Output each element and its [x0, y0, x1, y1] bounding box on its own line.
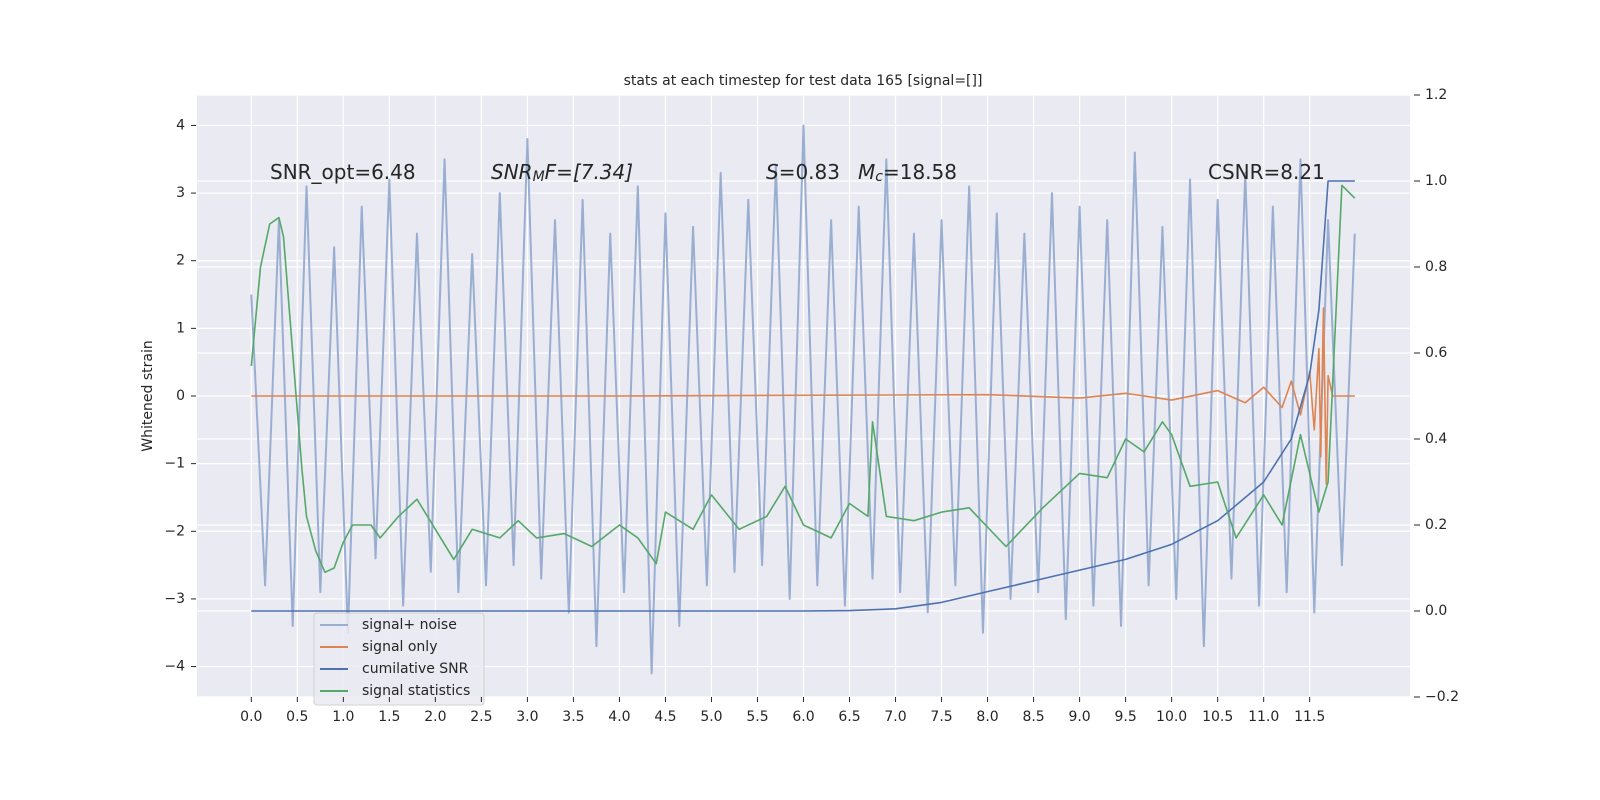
legend: signal+ noise signal only cumilative SNR si… — [313, 612, 485, 706]
legend-label: signal+ noise — [362, 617, 457, 633]
y-tick-label: 2 — [176, 253, 185, 269]
x-tick-label: 8.0 — [976, 709, 998, 725]
annotation: SNRMF=[7.34] — [491, 160, 633, 186]
y-tick-label: 1 — [176, 320, 185, 336]
x-tick-label: 0.5 — [286, 709, 308, 725]
y-tick-label: 0 — [176, 388, 185, 404]
x-tick-label: 1.0 — [332, 709, 354, 725]
x-tick-label: 7.5 — [930, 709, 952, 725]
x-tick-label: 6.5 — [838, 709, 860, 725]
x-tick-label: 10.0 — [1156, 709, 1187, 725]
y2-tick-label: 0.4 — [1425, 431, 1447, 447]
series-line — [251, 180, 1355, 612]
legend-box — [313, 612, 485, 706]
legend-label: signal only — [362, 639, 437, 655]
y2-tick-label: −0.2 — [1425, 689, 1459, 705]
legend-label: cumilative SNR — [362, 661, 469, 677]
x-tick-label: 9.0 — [1068, 709, 1090, 725]
x-tick-label: 8.5 — [1022, 709, 1044, 725]
legend-label: signal statistics — [362, 683, 470, 699]
x-tick-label: 4.0 — [608, 709, 630, 725]
y-tick-label: −4 — [164, 659, 185, 675]
annotation: Mc=18.58 — [858, 160, 957, 186]
y-tick-label: −1 — [164, 456, 185, 472]
chart-title: stats at each timestep for test data 165… — [624, 73, 983, 89]
x-tick-label: 0.0 — [240, 709, 262, 725]
series-line — [250, 124, 1356, 675]
x-tick-label: 3.0 — [516, 709, 538, 725]
y2-tick-label: 0.0 — [1425, 603, 1447, 619]
y2-tick-label: 1.0 — [1425, 173, 1447, 189]
y-axis-label: Whitened strain — [140, 340, 156, 451]
x-tick-label: 5.0 — [700, 709, 722, 725]
annotation: SNR_opt=6.48 — [270, 160, 416, 184]
x-tick-label: 3.5 — [562, 709, 584, 725]
x-tick-label: 2.0 — [424, 709, 446, 725]
annotation: CSNR=8.21 — [1208, 160, 1325, 184]
y-tick-label: −2 — [164, 523, 185, 539]
x-tick-label: 7.0 — [884, 709, 906, 725]
y-tick-label: 3 — [176, 185, 185, 201]
y2-tick-label: 0.6 — [1425, 345, 1447, 361]
x-tick-label: 11.5 — [1294, 709, 1325, 725]
y-tick-label: 4 — [176, 117, 185, 133]
x-tick-label: 10.5 — [1202, 709, 1233, 725]
x-tick-label: 1.5 — [378, 709, 400, 725]
x-tick-label: 11.0 — [1248, 709, 1279, 725]
x-tick-label: 9.5 — [1114, 709, 1136, 725]
annotation: S=0.83 — [766, 160, 840, 184]
y2-tick-label: 0.8 — [1425, 259, 1447, 275]
x-tick-label: 5.5 — [746, 709, 768, 725]
series-line — [251, 307, 1355, 485]
x-tick-label: 2.5 — [470, 709, 492, 725]
y-tick-label: −3 — [164, 591, 185, 607]
y2-tick-label: 0.2 — [1425, 517, 1447, 533]
x-tick-label: 6.0 — [792, 709, 814, 725]
y2-tick-label: 1.2 — [1425, 87, 1447, 103]
series-line — [250, 184, 1356, 574]
marks — [250, 124, 1356, 675]
x-tick-label: 4.5 — [654, 709, 676, 725]
